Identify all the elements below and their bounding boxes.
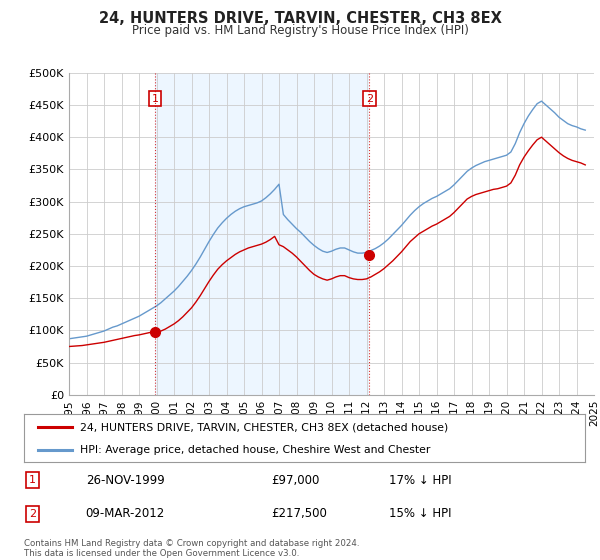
- Text: Contains HM Land Registry data © Crown copyright and database right 2024.
This d: Contains HM Land Registry data © Crown c…: [24, 539, 359, 558]
- Text: 1: 1: [152, 94, 158, 104]
- Text: 1: 1: [29, 475, 36, 485]
- Text: 24, HUNTERS DRIVE, TARVIN, CHESTER, CH3 8EX (detached house): 24, HUNTERS DRIVE, TARVIN, CHESTER, CH3 …: [80, 422, 448, 432]
- Text: HPI: Average price, detached house, Cheshire West and Chester: HPI: Average price, detached house, Ches…: [80, 445, 430, 455]
- Text: 2: 2: [366, 94, 373, 104]
- Text: 09-MAR-2012: 09-MAR-2012: [86, 507, 165, 520]
- Text: 15% ↓ HPI: 15% ↓ HPI: [389, 507, 451, 520]
- Text: Price paid vs. HM Land Registry's House Price Index (HPI): Price paid vs. HM Land Registry's House …: [131, 24, 469, 36]
- Text: 2: 2: [29, 509, 36, 519]
- Text: 26-NOV-1999: 26-NOV-1999: [86, 474, 164, 487]
- Bar: [155, 73, 370, 395]
- Text: 24, HUNTERS DRIVE, TARVIN, CHESTER, CH3 8EX: 24, HUNTERS DRIVE, TARVIN, CHESTER, CH3 …: [98, 11, 502, 26]
- Text: 17% ↓ HPI: 17% ↓ HPI: [389, 474, 451, 487]
- Text: £97,000: £97,000: [271, 474, 319, 487]
- Text: £217,500: £217,500: [271, 507, 327, 520]
